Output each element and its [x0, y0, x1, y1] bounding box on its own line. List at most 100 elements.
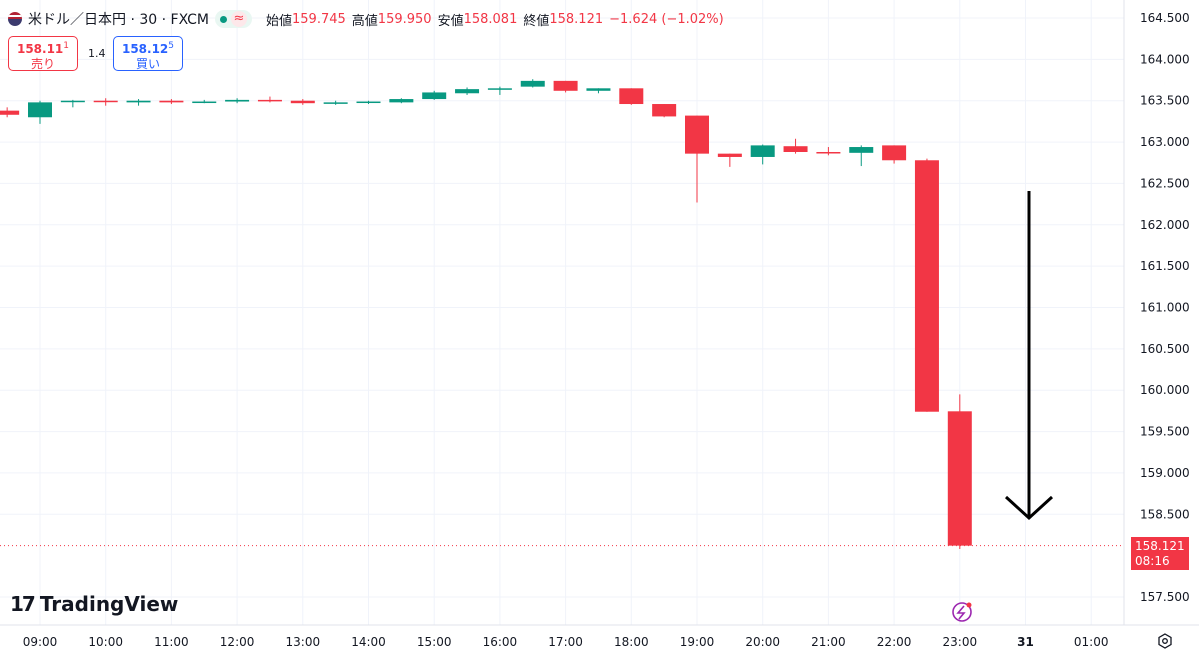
price-tick-label: 160.000: [1140, 383, 1190, 397]
open-value: 159.745: [292, 11, 346, 27]
candle-body: [455, 89, 480, 94]
candle-body: [290, 100, 315, 104]
candle: [389, 98, 414, 104]
candle: [225, 98, 250, 104]
bar-countdown: 08:16: [1135, 554, 1170, 568]
candle: [816, 147, 841, 156]
candle-body: [93, 100, 118, 103]
candle-body: [586, 88, 611, 91]
down-arrow-annotation: [1004, 191, 1054, 521]
time-tick-label: 23:00: [943, 635, 978, 649]
candle: [652, 104, 677, 118]
candle-body: [487, 88, 512, 90]
candle-body: [750, 145, 775, 157]
price-tick-label: 162.500: [1140, 176, 1190, 190]
price-tick-label: 161.500: [1140, 259, 1190, 273]
candle-body: [192, 101, 217, 104]
candle-body: [914, 160, 939, 412]
candle: [685, 115, 709, 203]
close-value: 158.121: [549, 11, 604, 27]
candle: [257, 96, 282, 103]
candle: [487, 86, 512, 95]
price-tick-label: 158.500: [1140, 507, 1190, 521]
candle-body: [422, 92, 447, 100]
price-tick-label: 162.000: [1140, 218, 1190, 232]
chart-grid: [0, 0, 1199, 626]
tradingview-logo[interactable]: 17 TradingView: [10, 592, 178, 616]
logo-mark-icon: 17: [10, 592, 36, 616]
candle: [93, 98, 118, 106]
candle-body: [652, 104, 677, 117]
candle-body: [323, 102, 348, 104]
time-tick-label: 01:00: [1074, 635, 1109, 649]
candle: [159, 99, 184, 105]
last-price-label: 158.121 08:16: [1131, 537, 1189, 570]
candle-body: [783, 146, 808, 152]
candle: [586, 88, 611, 94]
sell-button[interactable]: 158.111 売り: [8, 36, 78, 71]
candle: [0, 107, 20, 118]
candle: [28, 100, 52, 124]
symbol-name: 米ドル／日本円 · 30 · FXCM: [28, 12, 209, 28]
candle-body: [849, 147, 874, 153]
time-tick-label: 13:00: [286, 635, 321, 649]
candle: [914, 158, 939, 412]
symbol-legend[interactable]: 米ドル／日本円 · 30 · FXCM ≈ 始値 159.745 高値 159.95…: [8, 9, 724, 29]
price-tick-label: 160.500: [1140, 342, 1190, 356]
candle-body: [520, 80, 545, 87]
time-tick-label: 09:00: [23, 635, 58, 649]
close-label: 終値: [523, 13, 550, 29]
low-label: 安値: [437, 13, 464, 29]
price-tick-label: 161.000: [1140, 301, 1190, 315]
buy-label: 買い: [135, 57, 160, 71]
lightning-icon: [952, 602, 972, 622]
price-tick-label: 163.500: [1140, 94, 1190, 108]
low-value: 158.081: [463, 11, 518, 27]
candle: [520, 79, 545, 88]
time-tick-label: 15:00: [417, 635, 452, 649]
time-tick-label: 11:00: [154, 635, 189, 649]
candle-body: [0, 110, 20, 115]
high-label: 高値: [351, 13, 378, 29]
candle-body: [126, 100, 151, 103]
last-price-value: 158.121: [1135, 539, 1185, 553]
candle: [356, 100, 381, 105]
candle: [750, 144, 775, 165]
time-tick-label: 17:00: [548, 635, 583, 649]
price-tick-label: 159.500: [1140, 425, 1190, 439]
market-status-pill[interactable]: ≈: [215, 10, 252, 28]
time-tick-label: 18:00: [614, 635, 649, 649]
time-axis: 09:00 10:00 11:00 12:00 13:00 14:00 15:00 16:00…: [23, 635, 1109, 649]
candle-body: [356, 101, 381, 104]
candle-body: [28, 102, 52, 118]
price-tick-label: 164.000: [1140, 52, 1190, 66]
candles: [0, 79, 972, 549]
change-value: −1.624 (−1.02%): [609, 11, 724, 27]
candle: [849, 145, 874, 167]
time-tick-label: 20:00: [745, 635, 780, 649]
sell-pip: 1: [63, 41, 70, 51]
candle: [717, 153, 742, 167]
candle: [60, 99, 85, 108]
candle: [126, 99, 151, 106]
open-label: 始値: [266, 13, 293, 29]
candle-body: [159, 100, 184, 103]
buy-button[interactable]: 158.125 買い: [113, 36, 183, 71]
candle-body: [717, 153, 742, 157]
spread-value: 1.4: [88, 47, 106, 60]
usd-flag-icon: [8, 12, 22, 26]
time-tick-label: 21:00: [811, 635, 846, 649]
candle-body: [60, 100, 85, 103]
price-tick-label: 157.500: [1140, 590, 1190, 604]
time-tick-label: 31: [1017, 635, 1034, 649]
candle-body: [816, 151, 841, 154]
candle: [422, 90, 447, 100]
gear-icon[interactable]: [1157, 633, 1173, 653]
candle-body: [225, 99, 250, 102]
candle-body: [389, 99, 414, 103]
high-value: 159.950: [377, 11, 432, 27]
buy-price: 158.12: [121, 42, 169, 56]
logo-text: TradingView: [39, 592, 179, 616]
candle: [455, 87, 480, 95]
